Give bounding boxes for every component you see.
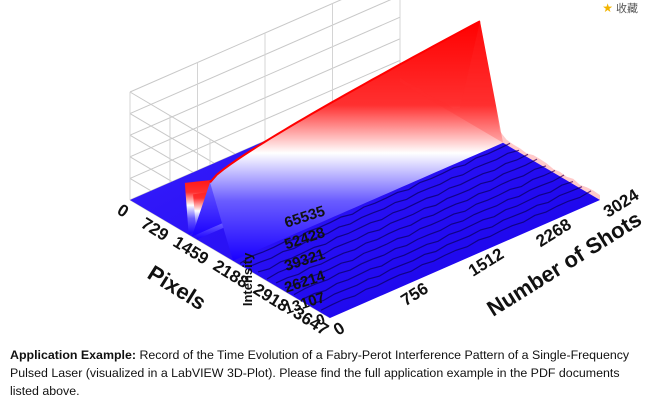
figure-caption: Application Example: Record of the Time … <box>10 346 650 400</box>
x-axis-label: Pixels <box>143 260 210 315</box>
y-tick-label: 0 <box>330 318 348 338</box>
plot-svg: 01310726214393215242865535Intensity07291… <box>0 0 660 338</box>
x-tick-label: 0 <box>114 200 132 221</box>
caption-heading: Application Example: <box>10 348 136 362</box>
chart-3d-plot: 0 13107 26214 39321 52428 65535 Intensity 0 729 1… <box>0 0 660 338</box>
